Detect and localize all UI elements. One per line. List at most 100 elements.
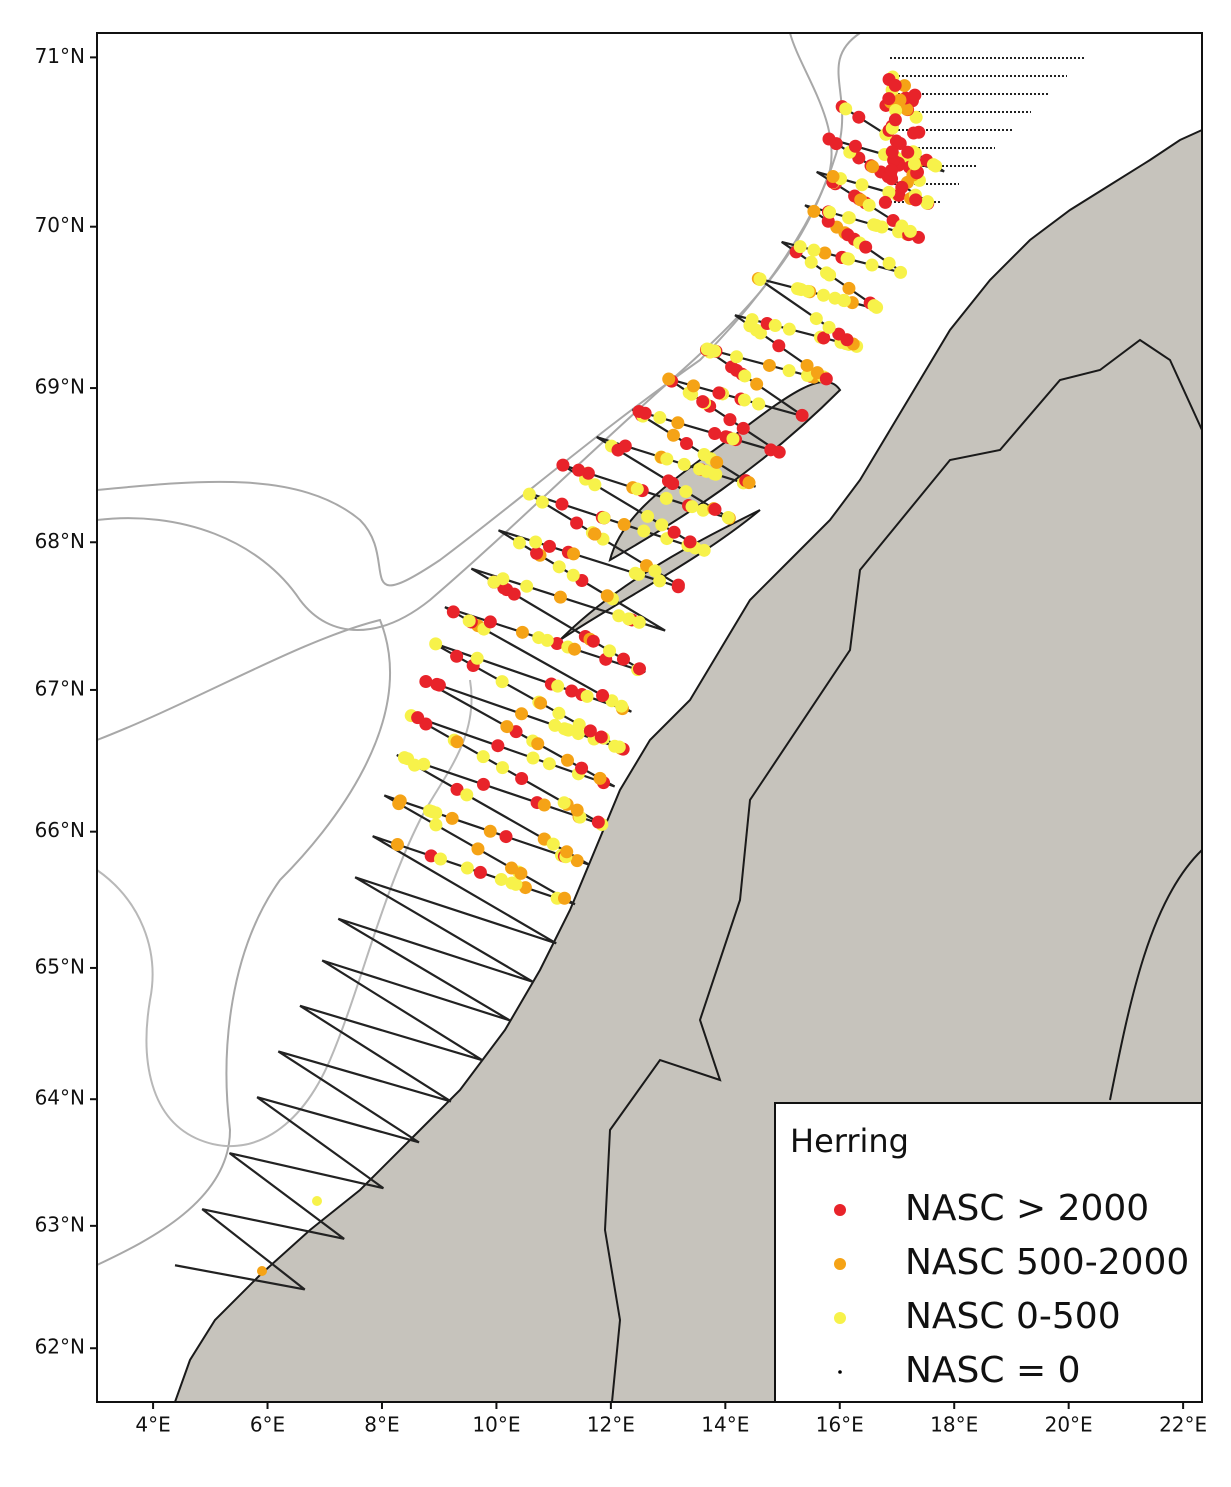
nasc-point [659, 491, 673, 505]
nasc-point [583, 724, 597, 738]
nasc-point [819, 372, 833, 386]
nasc-point [710, 455, 724, 469]
nasc-point [801, 284, 815, 298]
nasc-point [570, 803, 584, 817]
legend-label: NASC > 2000 [905, 1188, 1149, 1229]
legend-swatch [838, 1370, 842, 1374]
nasc-point [520, 579, 534, 593]
nasc-point [726, 432, 740, 446]
nasc-point [667, 525, 681, 539]
nasc-point [900, 102, 914, 116]
nasc-point [572, 463, 586, 477]
nasc-point [596, 689, 610, 703]
nasc-point [772, 445, 786, 459]
nasc-point [685, 500, 699, 514]
nasc-point [575, 761, 589, 775]
nasc-point [742, 476, 756, 490]
nasc-point [616, 652, 630, 666]
nasc-point [867, 299, 881, 313]
nasc-point [907, 126, 921, 140]
nasc-point [430, 677, 444, 691]
nasc-point [823, 205, 837, 219]
nasc-point [865, 258, 879, 272]
nasc-point [499, 830, 513, 844]
nasc-point [679, 436, 693, 450]
nasc-point [683, 535, 697, 549]
nasc-point [450, 782, 464, 796]
nasc-point [840, 252, 854, 266]
nasc-point [782, 322, 796, 336]
nasc-point [903, 224, 917, 238]
nasc-point [512, 536, 526, 550]
nasc-point [593, 771, 607, 785]
nasc-point [865, 160, 879, 174]
nasc-point [567, 642, 581, 656]
nasc-point [446, 605, 460, 619]
nasc-point [660, 452, 674, 466]
nasc-point [617, 518, 631, 532]
nasc-point [768, 319, 782, 333]
coastline [1109, 849, 1203, 1101]
nasc-point [391, 838, 405, 852]
legend-swatch [834, 1312, 846, 1324]
nasc-point [557, 891, 571, 905]
nasc-point [476, 777, 490, 791]
nasc-point [560, 845, 574, 859]
x-tick-label: 16°E [816, 1413, 864, 1437]
nasc-point [473, 865, 487, 879]
nasc-point [889, 104, 903, 118]
nasc-point [842, 281, 856, 295]
nasc-point [818, 246, 832, 260]
nasc-point [807, 204, 821, 218]
nasc-point [515, 707, 529, 721]
nasc-point [837, 293, 851, 307]
nasc-point [894, 265, 908, 279]
nasc-point [738, 369, 752, 383]
y-tick-label: 63°N [35, 1212, 85, 1236]
nasc-point [696, 395, 710, 409]
nasc-point [552, 706, 566, 720]
nasc-point [515, 625, 529, 639]
nasc-point [909, 193, 923, 207]
nasc-point [696, 503, 710, 517]
nasc-point [570, 854, 584, 868]
nasc-point [597, 511, 611, 525]
land [173, 128, 1203, 1403]
nasc-point [736, 421, 750, 435]
nasc-point [257, 1266, 267, 1276]
nasc-point [553, 590, 567, 604]
nasc-point [542, 539, 556, 553]
nasc-point [552, 560, 566, 574]
depth-contour [96, 679, 473, 1148]
nasc-point [677, 457, 691, 471]
nasc-point [637, 524, 651, 538]
nasc-point [793, 240, 807, 254]
x-tick-label: 18°E [930, 1413, 978, 1437]
nasc-point [816, 288, 830, 302]
nasc-point [661, 474, 675, 488]
nasc-point [907, 157, 921, 171]
nasc-point [470, 651, 484, 665]
x-tick-label: 12°E [587, 1413, 635, 1437]
nasc-point [522, 487, 536, 501]
nasc-point [551, 679, 565, 693]
nasc-point [679, 485, 693, 499]
nasc-points [257, 70, 943, 1276]
nasc-point [450, 649, 464, 663]
nasc-point [921, 195, 935, 209]
nasc-point [822, 132, 836, 146]
nasc-point [600, 589, 614, 603]
y-tick-label: 69°N [35, 375, 85, 399]
nasc-point [702, 342, 716, 356]
legend-box [774, 1102, 1203, 1403]
y-tick-label: 70°N [35, 213, 85, 237]
nasc-point [653, 574, 667, 588]
nasc-point [450, 735, 464, 749]
nasc-point [429, 818, 443, 832]
nasc-point [632, 615, 646, 629]
nasc-point [666, 428, 680, 442]
nasc-point [556, 458, 570, 472]
nasc-point [840, 333, 854, 347]
nasc-point [530, 546, 544, 560]
nasc-point [885, 145, 899, 159]
